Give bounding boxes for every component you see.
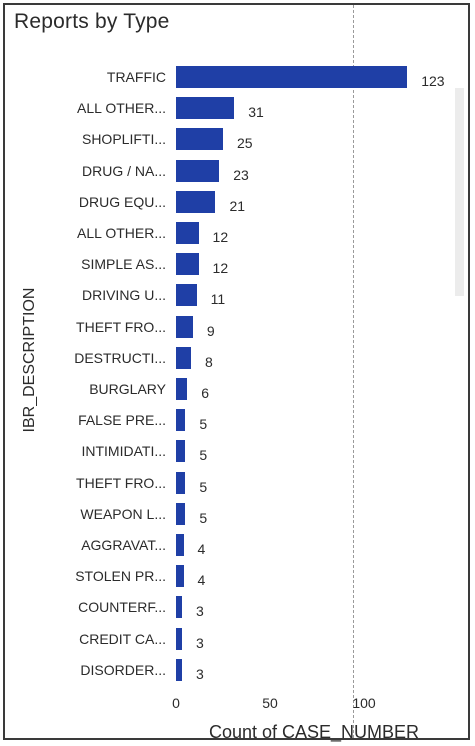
category-label: DRUG / NA...	[81, 162, 166, 179]
data-label: 3	[196, 665, 204, 682]
bar[interactable]	[176, 97, 235, 120]
data-label: 3	[196, 634, 204, 651]
data-label: 5	[199, 509, 208, 526]
bar[interactable]	[176, 627, 182, 650]
bar[interactable]	[176, 502, 186, 525]
bar[interactable]	[176, 409, 186, 432]
category-label: STOLEN PR...	[75, 568, 166, 585]
category-label: SIMPLE AS...	[81, 256, 166, 273]
bar[interactable]	[176, 253, 199, 276]
x-tick-label: 50	[262, 695, 278, 711]
bar[interactable]	[176, 128, 223, 151]
data-label: 5	[199, 478, 208, 495]
category-label: COUNTERF...	[78, 599, 166, 616]
bar[interactable]	[176, 378, 188, 400]
data-label: 5	[199, 416, 208, 433]
bar[interactable]	[176, 315, 193, 338]
category-label: FALSE PRE...	[78, 412, 166, 429]
bar[interactable]	[176, 190, 216, 213]
data-label: 4	[197, 541, 206, 557]
category-label: TRAFFIC	[106, 69, 166, 85]
data-label: 3	[196, 603, 204, 620]
category-label: ALL OTHER...	[77, 225, 166, 241]
data-label: 11	[210, 291, 226, 308]
category-label: CREDIT CA...	[79, 630, 166, 647]
data-label: 23	[233, 166, 249, 183]
data-label: 5	[199, 447, 208, 464]
data-label: 25	[237, 135, 253, 152]
data-label: 12	[212, 260, 229, 277]
category-label: INTIMIDATI...	[81, 443, 166, 460]
bar[interactable]	[176, 565, 184, 588]
data-label: 21	[229, 197, 246, 214]
category-label: ALL OTHER...	[77, 100, 166, 117]
bar[interactable]	[176, 284, 197, 307]
bar[interactable]	[176, 66, 408, 88]
data-label: 4	[197, 572, 206, 589]
category-label: THEFT FRO...	[76, 318, 166, 335]
x-axis-label: Count of CASE_NUMBER	[208, 722, 420, 742]
category-label: SHOPLIFTI...	[81, 131, 166, 148]
bar[interactable]	[176, 159, 220, 182]
category-label: WEAPON L...	[80, 505, 166, 522]
data-label: 12	[212, 229, 229, 245]
bar[interactable]	[176, 658, 182, 681]
reference-line	[353, 5, 354, 738]
bar[interactable]	[176, 346, 192, 369]
bar[interactable]	[176, 222, 199, 244]
data-label: 8	[205, 353, 213, 370]
chart-frame	[3, 3, 470, 740]
category-label: DISORDER...	[80, 661, 166, 678]
category-label: BURGLARY	[89, 381, 166, 397]
chart-title: Reports by Type	[14, 10, 170, 33]
data-label: 123	[421, 73, 445, 89]
scrollbar[interactable]	[455, 88, 464, 296]
bar[interactable]	[176, 440, 186, 463]
category-label: DRIVING U...	[81, 287, 166, 304]
bar[interactable]	[176, 596, 182, 619]
category-label: DRUG EQU...	[78, 193, 166, 210]
bar[interactable]	[176, 471, 186, 494]
data-label: 9	[206, 322, 215, 339]
category-label: AGGRAVAT...	[81, 537, 166, 553]
x-tick-label: 100	[352, 695, 376, 711]
category-label: DESTRUCTI...	[74, 349, 166, 366]
bar[interactable]	[176, 534, 184, 556]
y-axis-label: IBR_DESCRIPTION	[21, 287, 38, 433]
data-label: 31	[248, 104, 264, 121]
data-label: 6	[201, 385, 210, 401]
category-label: THEFT FRO...	[76, 474, 166, 491]
x-tick-label: 0	[172, 695, 180, 711]
